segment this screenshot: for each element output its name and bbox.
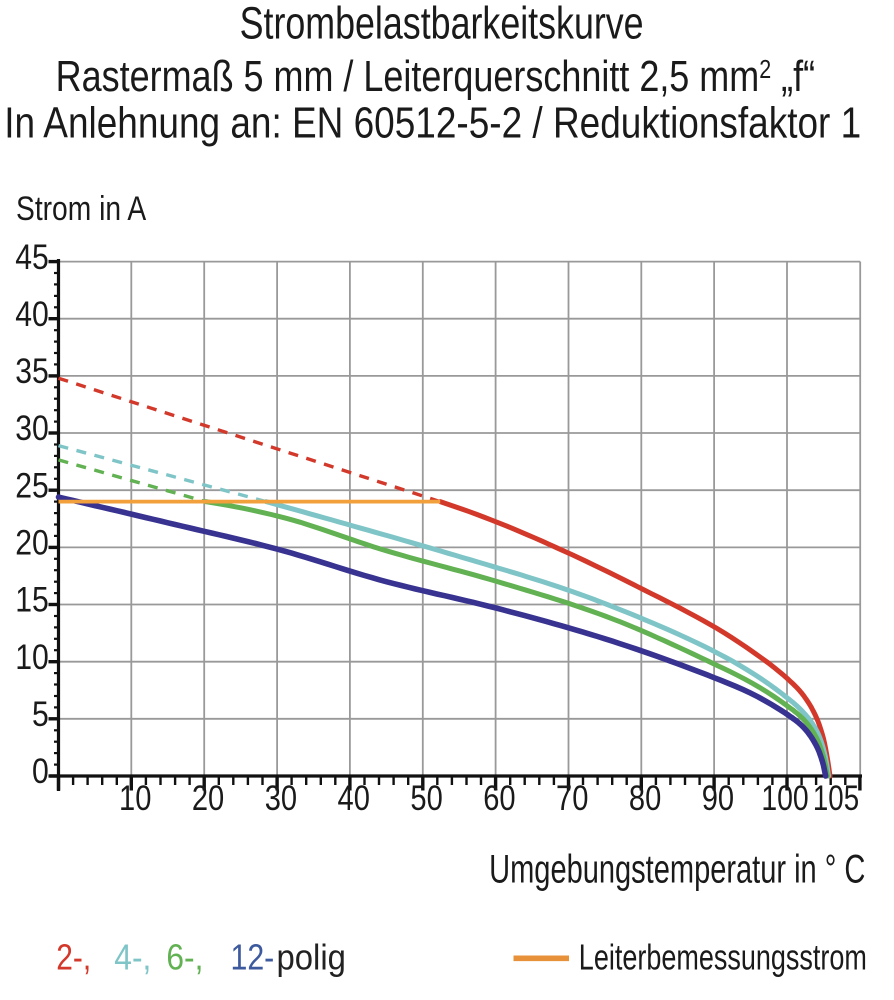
svg-text:25: 25	[15, 465, 49, 505]
svg-text:6-,: 6-,	[166, 937, 203, 978]
svg-text:15: 15	[15, 579, 49, 619]
svg-text:2-,: 2-,	[56, 938, 91, 978]
svg-text:10: 10	[15, 637, 49, 677]
svg-text:4-,: 4-,	[114, 937, 151, 978]
svg-text:40: 40	[338, 778, 370, 817]
svg-text:0: 0	[32, 751, 49, 791]
svg-text:70: 70	[556, 778, 588, 817]
svg-text:30: 30	[265, 778, 297, 817]
svg-text:5: 5	[32, 694, 49, 734]
svg-text:Strom in A: Strom in A	[16, 189, 146, 227]
svg-text:60: 60	[483, 778, 515, 817]
svg-text:45: 45	[15, 236, 49, 276]
svg-text:40: 40	[15, 294, 49, 334]
svg-text:Rastermaß 5 mm / Leiterquersch: Rastermaß 5 mm / Leiterquerschnitt 2,5 m…	[56, 53, 815, 101]
svg-text:In Anlehnung an: EN 60512-5-2: In Anlehnung an: EN 60512-5-2 / Reduktio…	[4, 98, 861, 148]
svg-text:90: 90	[702, 778, 734, 817]
svg-text:30: 30	[15, 408, 49, 448]
svg-text:20: 20	[192, 778, 224, 817]
svg-text:10: 10	[119, 778, 151, 817]
svg-text:35: 35	[15, 351, 49, 391]
svg-text:Leiterbemessungsstrom: Leiterbemessungsstrom	[579, 937, 867, 978]
svg-text:Strombelastbarkeitskurve: Strombelastbarkeitskurve	[240, 0, 644, 48]
svg-text:Umgebungstemperatur in ° C: Umgebungstemperatur in ° C	[489, 847, 865, 892]
svg-text:80: 80	[629, 778, 661, 817]
svg-text:20: 20	[15, 522, 49, 562]
svg-text:50: 50	[410, 778, 442, 817]
svg-text:100: 100	[761, 778, 808, 818]
svg-text:polig: polig	[277, 938, 346, 978]
svg-text:12-: 12-	[231, 938, 275, 978]
svg-text:105: 105	[813, 778, 859, 818]
